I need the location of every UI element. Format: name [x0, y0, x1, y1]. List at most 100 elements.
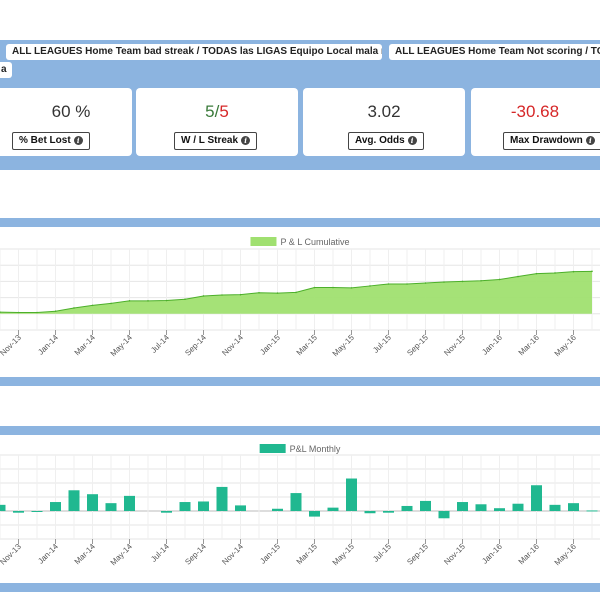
cumulative-point[interactable] [480, 279, 482, 282]
x-tick-label: Jan-16 [480, 333, 504, 357]
cumulative-point[interactable] [332, 286, 334, 289]
stat-label-bet-lost[interactable]: % Bet Lost i [12, 132, 90, 150]
filter-tag-home-bad-streak[interactable]: ALL LEAGUES Home Team bad streak / TODAS… [6, 44, 382, 60]
cumulative-point[interactable] [276, 292, 279, 294]
monthly-bar[interactable] [512, 503, 524, 511]
cumulative-point[interactable] [406, 283, 408, 285]
monthly-bar[interactable] [401, 505, 413, 511]
x-tick-label: Jul-14 [149, 333, 171, 355]
cumulative-point[interactable] [535, 272, 538, 275]
monthly-bar[interactable] [420, 500, 431, 511]
cumulative-point[interactable] [17, 311, 20, 314]
stat-card-max-drawdown: -30.68 Max Drawdown i [471, 88, 600, 156]
cumulative-point[interactable] [239, 293, 242, 296]
cumulative-point[interactable] [461, 280, 464, 283]
monthly-bar[interactable] [13, 511, 24, 513]
monthly-bar[interactable] [327, 507, 339, 511]
monthly-bar[interactable] [31, 511, 43, 512]
monthly-bar[interactable] [549, 504, 561, 511]
legend-swatch [259, 444, 286, 453]
cumulative-point[interactable] [498, 278, 501, 281]
x-tick-label: Jul-14 [149, 542, 171, 564]
cumulative-point[interactable] [73, 307, 75, 309]
cumulative-point[interactable] [110, 302, 112, 305]
monthly-bar[interactable] [105, 503, 117, 511]
x-tick-label: Jan-15 [258, 542, 282, 566]
cumulative-point[interactable] [572, 270, 575, 273]
cumulative-point[interactable] [517, 275, 519, 278]
info-icon[interactable]: i [73, 135, 83, 145]
streak-separator: / [214, 102, 220, 121]
x-tick-label: Jul-15 [371, 333, 393, 355]
monthly-bar[interactable] [0, 504, 6, 511]
cumulative-chart: Nov-13 Jan-14 Mar-14 May-14 Jul-14 Sep-14 Nov-… [0, 237, 600, 359]
monthly-bar[interactable] [438, 511, 450, 519]
cumulative-point[interactable] [313, 286, 316, 289]
info-icon[interactable]: i [407, 135, 417, 145]
monthly-bar[interactable] [364, 511, 376, 514]
monthly-bar[interactable] [124, 495, 135, 511]
cumulative-point[interactable] [369, 285, 371, 287]
monthly-bar[interactable] [198, 501, 209, 511]
monthly-bar[interactable] [87, 494, 98, 511]
cumulative-point[interactable] [91, 304, 94, 307]
cumulative-point[interactable] [591, 270, 593, 273]
cumulative-point[interactable] [165, 299, 168, 302]
monthly-bar[interactable] [161, 511, 172, 513]
monthly-bar[interactable] [586, 510, 598, 512]
cumulative-point[interactable] [184, 298, 186, 301]
stat-label-text: Max Drawdown [510, 135, 583, 146]
cumulative-point[interactable] [36, 311, 38, 314]
x-tick-label: Nov-15 [442, 542, 467, 567]
cumulative-point[interactable] [350, 287, 353, 289]
stat-label-wl-streak[interactable]: W / L Streak i [174, 132, 258, 150]
cumulative-point[interactable] [554, 272, 556, 274]
x-tick-label: Mar-15 [295, 542, 320, 567]
monthly-bar[interactable] [50, 502, 61, 511]
x-tick-label: May-15 [331, 333, 357, 359]
monthly-bar[interactable] [383, 511, 394, 513]
stat-label-text: % Bet Lost [19, 135, 71, 146]
cumulative-point[interactable] [147, 300, 149, 302]
x-tick-label: Mar-15 [295, 333, 320, 358]
monthly-bar[interactable] [216, 486, 228, 511]
monthly-bar[interactable] [494, 508, 505, 511]
filter-tag-home-not-scoring[interactable]: ALL LEAGUES Home Team Not scoring / TODA [389, 44, 600, 60]
cumulative-point[interactable] [0, 311, 1, 313]
stat-label-text: W / L Streak [181, 135, 239, 146]
monthly-bar[interactable] [309, 511, 320, 517]
monthly-bar[interactable] [272, 508, 283, 511]
x-tick-label: Nov-14 [220, 542, 245, 567]
chart-legend[interactable]: P&L Monthly [259, 444, 341, 454]
info-icon[interactable]: i [585, 135, 595, 145]
cumulative-point[interactable] [424, 282, 427, 284]
stat-label-avg-odds[interactable]: Avg. Odds i [348, 132, 424, 150]
cumulative-point[interactable] [295, 291, 297, 294]
filter-tag-truncated[interactable]: a [0, 62, 12, 78]
monthly-bar[interactable] [346, 478, 357, 511]
cumulative-point[interactable] [443, 281, 445, 283]
monthly-bar[interactable] [457, 502, 468, 511]
monthly-bar[interactable] [531, 485, 542, 511]
cumulative-point[interactable] [387, 283, 390, 285]
cumulative-point[interactable] [54, 310, 57, 313]
chart-legend[interactable]: P & L Cumulative [250, 237, 350, 247]
stat-label-max-drawdown[interactable]: Max Drawdown i [503, 132, 600, 150]
x-tick-label: May-14 [109, 542, 135, 568]
cumulative-point[interactable] [128, 300, 131, 302]
info-icon[interactable]: i [241, 135, 251, 145]
stat-label-text: Avg. Odds [355, 135, 405, 146]
monthly-bar[interactable] [179, 502, 191, 511]
monthly-bar[interactable] [235, 505, 246, 511]
cumulative-point[interactable] [258, 291, 260, 294]
stat-value-max-drawdown: -30.68 [510, 102, 560, 121]
monthly-bar[interactable] [568, 503, 579, 511]
x-tick-label: Nov-15 [442, 333, 467, 358]
monthly-bar[interactable] [290, 493, 302, 511]
streak-wins: 5 [205, 102, 215, 121]
monthly-bar[interactable] [475, 504, 487, 511]
cumulative-point[interactable] [221, 294, 223, 296]
x-tick-label: Jan-16 [480, 542, 504, 566]
cumulative-point[interactable] [202, 295, 205, 297]
monthly-bar[interactable] [68, 490, 80, 511]
